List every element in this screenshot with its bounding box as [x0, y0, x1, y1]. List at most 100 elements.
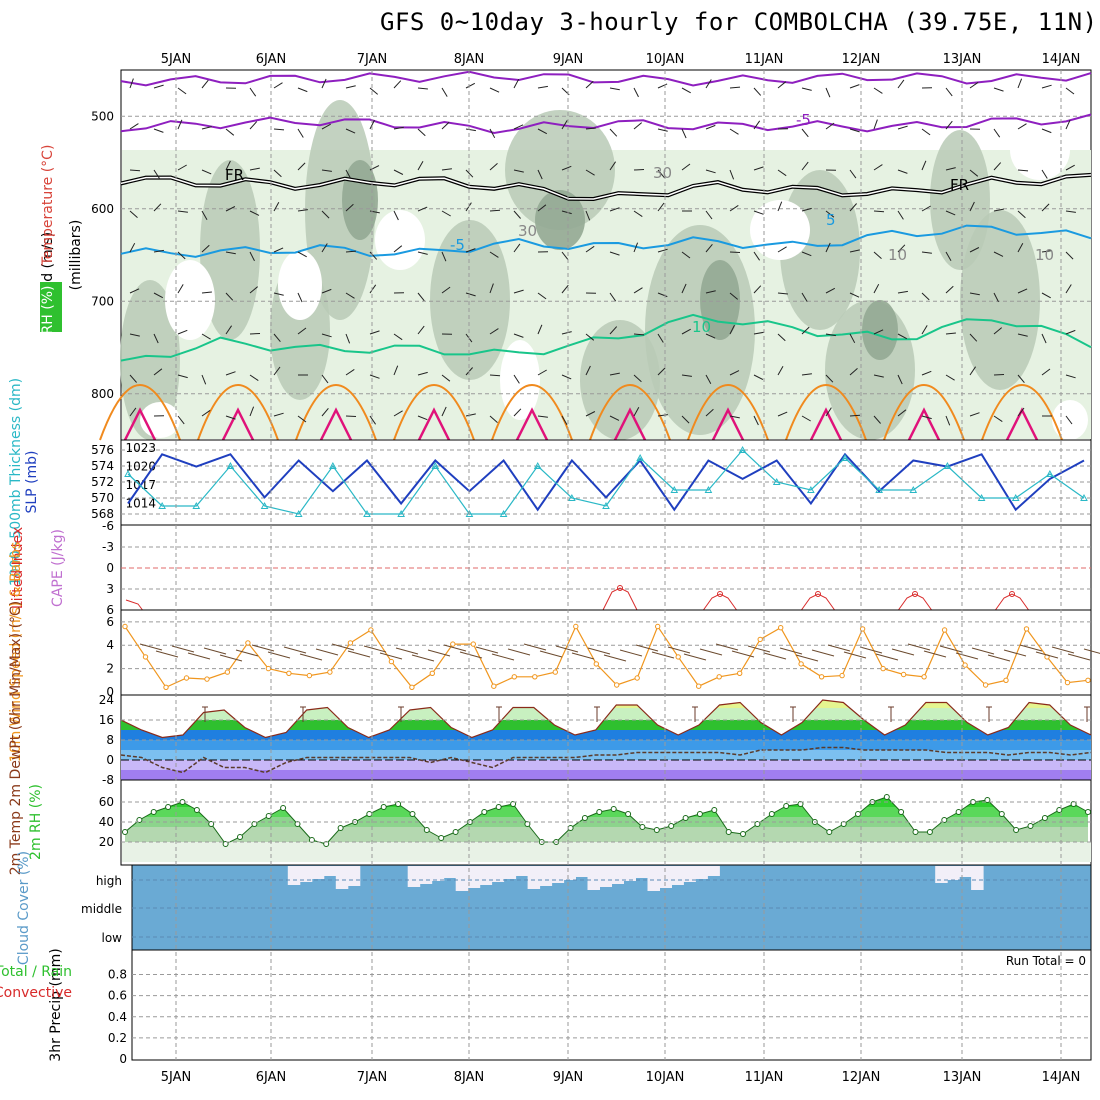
- wind-barb: [921, 251, 932, 254]
- cloud-clear-bar: [299, 866, 313, 882]
- wind10-marker: [818, 674, 825, 680]
- wind-barb: [129, 210, 138, 218]
- thickness-marker: [738, 445, 747, 453]
- thickness-marker: [909, 485, 918, 493]
- wind-barb: [753, 415, 759, 426]
- rh2m-marker: [955, 809, 962, 815]
- wind10-barb: [571, 652, 595, 660]
- wind10-marker: [716, 674, 722, 680]
- wind10-marker: [921, 674, 927, 680]
- wind-barb: [297, 87, 308, 93]
- wind-barb: [561, 374, 572, 380]
- wind-barb: [369, 284, 377, 294]
- rh2m-marker: [653, 827, 660, 833]
- wind-barb: [345, 250, 357, 253]
- wind-barb: [969, 292, 980, 296]
- date-label-bottom: 8JAN: [454, 1070, 485, 1085]
- rh-clear: [278, 250, 322, 320]
- wind-barb: [177, 87, 187, 95]
- wind10-barb: [715, 643, 739, 651]
- upper-air-yticks: 500 600 700 800: [91, 109, 114, 401]
- wind10-barb: [187, 652, 211, 660]
- lifted-line: [601, 587, 639, 613]
- wind-barb: [633, 374, 642, 383]
- rh2m-marker: [625, 811, 632, 817]
- wind-barb: [801, 292, 808, 302]
- cloud-clear-bar: [575, 866, 588, 877]
- temperature-contour-warm: [393, 384, 475, 441]
- wind-barb: [537, 128, 548, 135]
- wind-barb: [489, 128, 496, 139]
- wind-barb: [465, 169, 474, 178]
- wind-barb: [921, 205, 931, 212]
- wind-barb: [729, 128, 739, 135]
- wind-barb: [417, 161, 424, 171]
- wind-barb: [369, 119, 375, 130]
- rh-tick: 60: [99, 795, 114, 809]
- wind10-barb: [619, 649, 643, 657]
- wind10-marker: [552, 669, 558, 675]
- wind-barb: [177, 374, 188, 379]
- panel-rh2m: 20 40 60: [99, 779, 1092, 866]
- wind-barb: [561, 415, 568, 425]
- cloud-clear-bar: [515, 866, 529, 876]
- wind10-barb: [411, 654, 435, 662]
- wind10-barb: [507, 648, 531, 656]
- wind-barb: [825, 287, 836, 294]
- temp-band: [121, 750, 1091, 760]
- wind-barb: [129, 242, 136, 253]
- wind10-barb: [283, 646, 307, 654]
- wind-barb: [945, 87, 953, 97]
- wind-barb: [969, 169, 979, 177]
- wind-barb: [705, 79, 712, 89]
- wind-barb: [441, 406, 447, 417]
- wind-barb: [969, 201, 975, 212]
- wind-barb: [153, 128, 164, 133]
- wind-barb: [345, 128, 356, 134]
- wind-barb: [609, 128, 618, 137]
- wind-barb: [945, 167, 956, 171]
- wind-barb: [849, 203, 857, 212]
- wind-barb: [225, 160, 231, 171]
- contour-label: FR: [950, 176, 969, 194]
- cloud-clear-bar: [707, 866, 720, 876]
- cloud-clear-bar: [659, 866, 672, 888]
- rh2m-marker: [740, 831, 746, 837]
- wind-barb: [849, 368, 858, 376]
- rh-clear: [1010, 120, 1070, 180]
- wind10-barb: [923, 650, 947, 658]
- wind-barb: [609, 415, 620, 421]
- wind-barb: [777, 81, 787, 89]
- lifted-marker: [815, 591, 821, 597]
- rh2m-marker: [984, 797, 991, 803]
- date-label-bottom: 12JAN: [842, 1070, 881, 1085]
- wind-barb: [537, 85, 548, 89]
- cloud-clear-bar: [947, 866, 960, 880]
- wind-barb: [153, 169, 160, 179]
- temperature-contour-warm: [589, 384, 671, 441]
- wind-barb: [1017, 210, 1026, 219]
- date-label-bottom: 11JAN: [745, 1070, 784, 1085]
- wind-barb: [657, 333, 664, 343]
- pressure-tick: 700: [91, 294, 114, 308]
- wind10-barb: [203, 647, 227, 655]
- temp-tick: 0: [106, 753, 114, 767]
- temperature-contour-hot: [123, 407, 157, 441]
- rh2m-marker: [998, 811, 1005, 817]
- lifted-tick: 6: [106, 603, 114, 617]
- wind-barb: [945, 374, 955, 381]
- wind10-barb: [907, 643, 931, 651]
- wind-barb: [345, 368, 355, 376]
- wind-barb: [561, 120, 568, 130]
- temperature-contour-warm: [981, 384, 1063, 441]
- rh2m-marker: [380, 804, 387, 810]
- wind-barb: [249, 87, 257, 97]
- wind-barb: [1041, 84, 1052, 89]
- wind10-marker: [163, 684, 169, 690]
- wind-barb: [225, 206, 236, 212]
- wind10-barb: [987, 654, 1011, 662]
- wind-barb: [225, 292, 234, 301]
- temperature-contour-hot: [319, 407, 353, 441]
- thickness-marker: [158, 501, 166, 509]
- rh-clear: [375, 210, 425, 270]
